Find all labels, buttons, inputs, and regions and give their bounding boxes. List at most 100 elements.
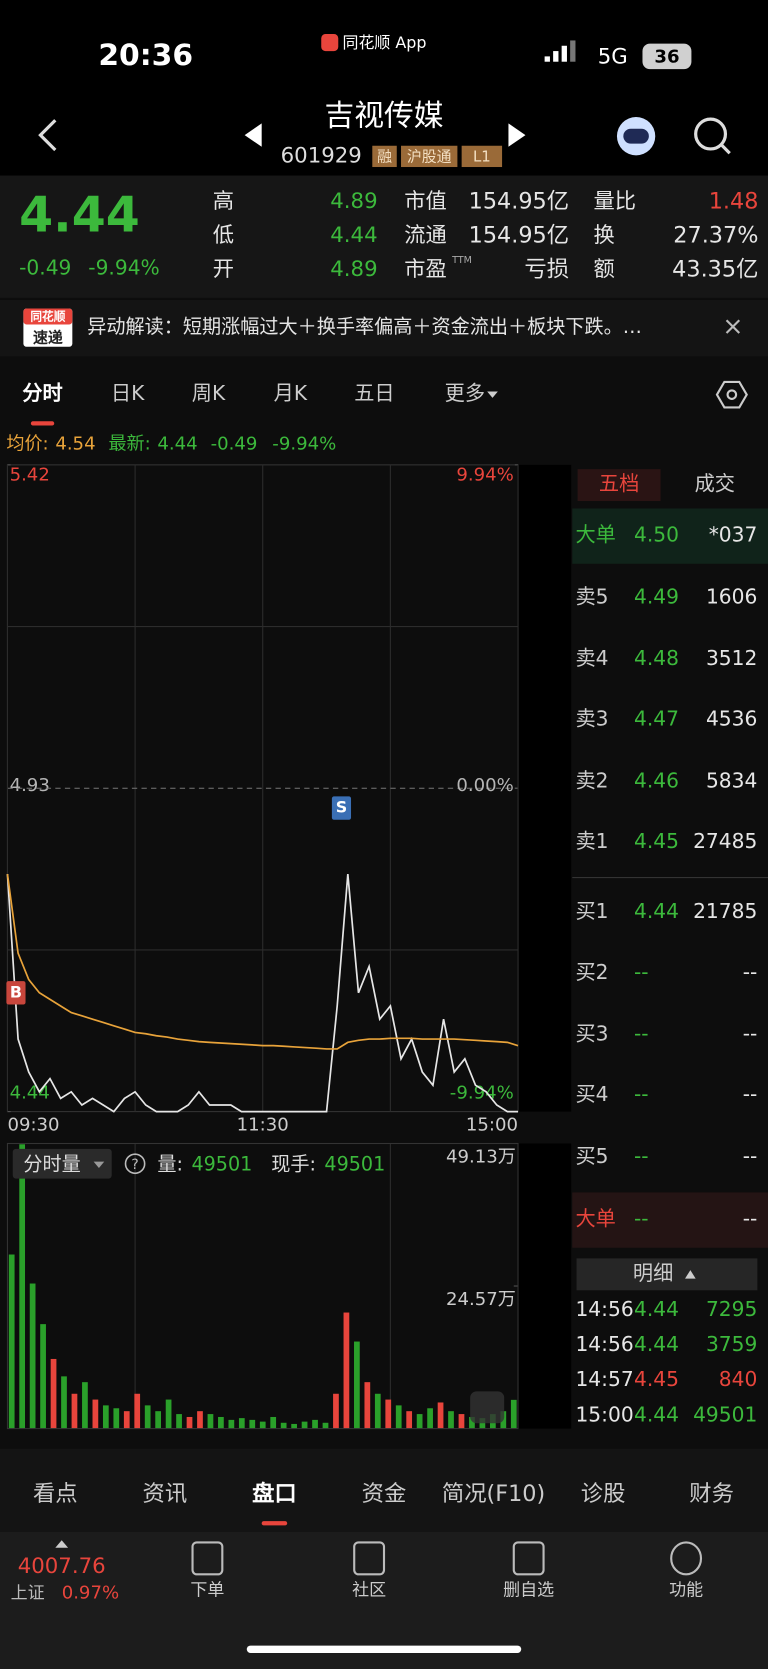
section-tab[interactable]: 看点	[33, 1481, 78, 1507]
book-tab[interactable]: 成交	[695, 472, 735, 496]
help-text: ?	[131, 1157, 138, 1173]
volume-bar	[165, 1399, 172, 1429]
volume-bar	[510, 1399, 517, 1429]
settings-button[interactable]	[715, 380, 748, 409]
volume-bar	[385, 1399, 392, 1429]
book-price: --	[634, 960, 649, 984]
y-tick-label: 4.93	[10, 775, 50, 796]
volume-bar	[395, 1405, 402, 1429]
volume-bar	[458, 1414, 465, 1429]
volume-bar	[427, 1408, 433, 1429]
price: 4.44	[19, 187, 140, 244]
section-tab[interactable]: 诊股	[581, 1481, 626, 1507]
y2-tick-label: 0.00%	[456, 775, 513, 796]
book-label: 卖3	[575, 707, 608, 731]
nav-label[interactable]: 删自选	[503, 1580, 554, 1600]
book-price: 4.44	[634, 899, 679, 923]
nav-label[interactable]: 功能	[669, 1580, 703, 1600]
book-volume: --	[743, 1207, 758, 1231]
volume-bar	[82, 1382, 88, 1429]
nav-icon[interactable]	[353, 1541, 386, 1576]
settings-dot	[726, 389, 738, 400]
trade-price: 4.44	[634, 1297, 679, 1321]
volume-selector-bg[interactable]	[12, 1148, 112, 1179]
volume-bar	[186, 1416, 193, 1429]
chart-tab[interactable]: 周K	[192, 381, 226, 405]
search-button[interactable]	[694, 117, 728, 151]
prev-stock[interactable]	[244, 123, 262, 147]
section-tab[interactable]: 资金	[362, 1481, 407, 1507]
chart-tab[interactable]: 分时	[22, 381, 62, 405]
book-volume: 27485	[693, 829, 757, 853]
tag-bg	[401, 145, 458, 168]
book-label: 大单	[575, 523, 615, 547]
trade-mark	[6, 981, 26, 1005]
big-order-bg	[572, 1192, 768, 1248]
book-price: 4.45	[634, 829, 679, 853]
volume-bar	[280, 1422, 287, 1429]
section-tab[interactable]: 简况(F10)	[442, 1481, 545, 1507]
latest-pct: -9.94%	[272, 434, 336, 455]
stat-value: 4.89	[330, 189, 377, 214]
side-strip	[518, 464, 572, 1112]
stock-name: 吉视传媒	[324, 99, 443, 134]
index-value: 4007.76	[18, 1554, 106, 1579]
volume-bar	[19, 1144, 26, 1429]
nav-icon[interactable]	[191, 1541, 224, 1576]
volume-bar	[312, 1419, 318, 1429]
alert-panel	[0, 299, 768, 357]
section-tab[interactable]: 财务	[689, 1481, 734, 1507]
chart-tab[interactable]: 更多	[445, 381, 485, 405]
quote-panel	[0, 175, 768, 298]
close-button[interactable]	[725, 319, 741, 334]
section-tab[interactable]: 盘口	[252, 1480, 297, 1507]
volume-bar	[102, 1405, 109, 1429]
network: 5G	[598, 44, 628, 69]
help-icon[interactable]	[124, 1153, 146, 1175]
index-up	[55, 1540, 69, 1548]
volume-bar	[29, 1283, 36, 1429]
signal-bar	[544, 56, 550, 62]
trade-time: 14:56	[575, 1332, 633, 1356]
back-button[interactable]	[38, 119, 57, 152]
book-volume: 1606	[706, 584, 757, 608]
detail-title[interactable]: 明细	[633, 1261, 673, 1285]
tag: 沪股通	[407, 147, 452, 165]
volume-bar	[416, 1414, 423, 1429]
y2-tick-label: -9.94%	[450, 1083, 514, 1104]
book-label: 买2	[575, 960, 608, 984]
book-volume: 21785	[693, 899, 757, 923]
index-pct: 0.97%	[62, 1582, 119, 1603]
volume-bar	[374, 1393, 381, 1429]
stat-value: 4.89	[330, 257, 377, 282]
book-label: 买3	[575, 1022, 608, 1046]
book-price: 4.50	[634, 523, 679, 547]
section-tab[interactable]: 资讯	[143, 1481, 188, 1507]
stat-label: 流通	[404, 223, 447, 248]
book-volume: --	[743, 960, 758, 984]
nav-icon[interactable]	[512, 1541, 545, 1576]
x-tick-label: 15:00	[466, 1114, 518, 1135]
next-stock[interactable]	[508, 123, 526, 147]
trade-volume: 3759	[706, 1332, 757, 1356]
book-tab[interactable]: 五档	[599, 472, 639, 496]
nav-label[interactable]: 下单	[190, 1580, 224, 1600]
chart-tab[interactable]: 月K	[274, 381, 308, 405]
chart-tab[interactable]: 日K	[111, 381, 145, 405]
chart-tab[interactable]: 五日	[354, 381, 394, 405]
stat-label: 市值	[404, 189, 447, 214]
app-label: 同花顺 App	[343, 33, 427, 52]
book-label: 卖2	[575, 768, 608, 792]
fullscreen-button[interactable]	[470, 1391, 505, 1424]
volume-bar	[354, 1341, 360, 1429]
nav-label[interactable]: 社区	[352, 1580, 386, 1600]
change-pct: -9.94%	[88, 256, 159, 280]
book-price: 4.46	[634, 768, 679, 792]
volume-selector[interactable]: 分时量	[23, 1152, 80, 1175]
trade-time: 14:57	[575, 1367, 633, 1391]
y-tick-label: 5.42	[10, 464, 50, 485]
book-label: 买1	[575, 899, 608, 923]
tag: 融	[377, 147, 392, 165]
nav-icon[interactable]	[670, 1541, 703, 1576]
